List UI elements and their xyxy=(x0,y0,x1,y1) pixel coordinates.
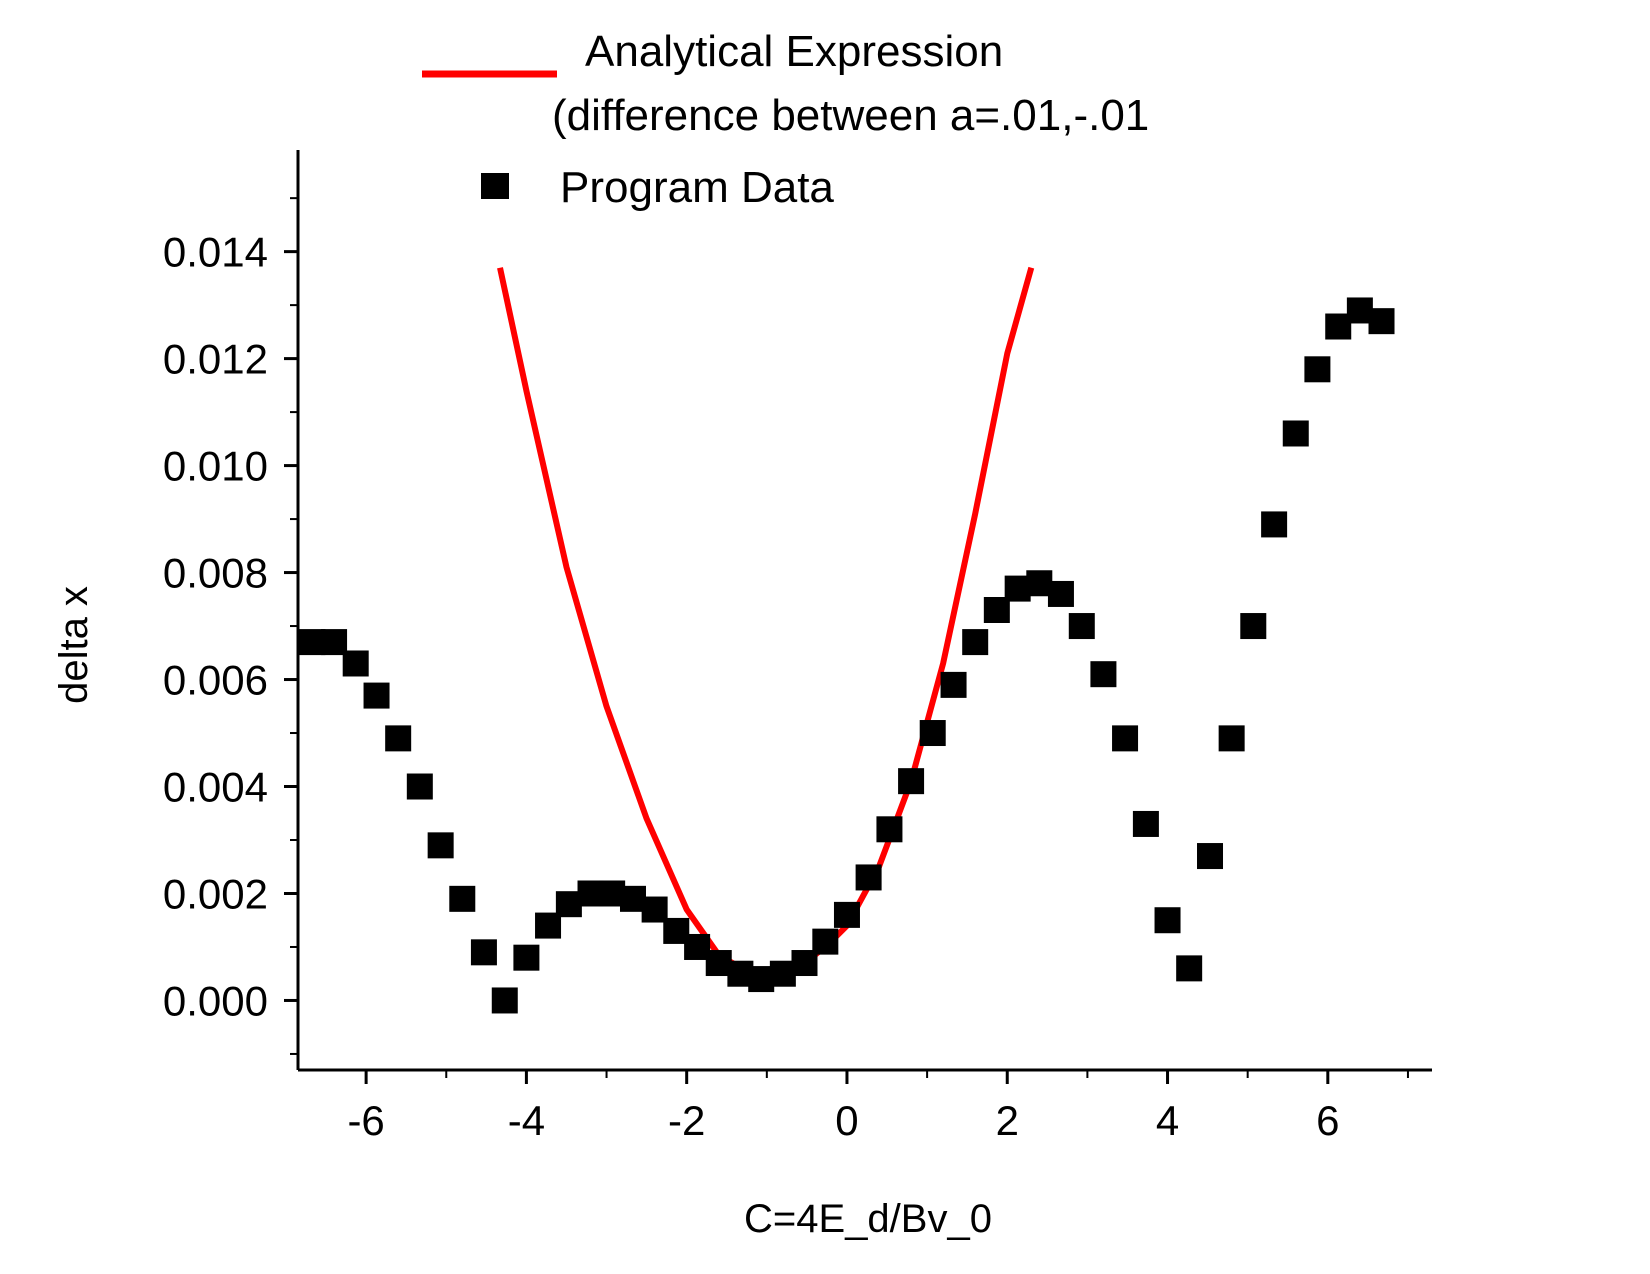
program-data-point xyxy=(1304,356,1331,383)
program-data-point xyxy=(1218,725,1245,752)
program-data-point xyxy=(876,816,903,843)
x-tick-label: -2 xyxy=(668,1097,705,1144)
program-data-point xyxy=(940,671,967,698)
x-tick-label: 2 xyxy=(996,1097,1019,1144)
y-tick-label: 0.010 xyxy=(163,443,268,490)
x-tick-label: 6 xyxy=(1316,1097,1339,1144)
x-tick-label: -4 xyxy=(508,1097,545,1144)
program-data-point xyxy=(1154,907,1181,934)
analytical-expression-line xyxy=(497,266,1035,980)
program-data-point xyxy=(1176,955,1203,982)
legend-marker-swatch xyxy=(481,173,509,199)
axes: -6 -4 -2 0 2 4 6 0.000 0.002 0.004 0.006 0.008 0.010… xyxy=(163,150,1432,1144)
program-data-point xyxy=(1261,511,1288,538)
x-tick-label: -6 xyxy=(347,1097,384,1144)
program-data-point xyxy=(1090,661,1117,688)
y-tick-label: 0.002 xyxy=(163,870,268,917)
legend-label-analytical-line2: (difference between a=.01,-.01 xyxy=(552,91,1149,140)
y-tick-label: 0.012 xyxy=(163,336,268,383)
program-data-point xyxy=(833,901,860,928)
x-tick-label: 0 xyxy=(835,1097,858,1144)
plot-area xyxy=(299,266,1395,1014)
program-data-point xyxy=(363,682,390,709)
x-tick-label: 4 xyxy=(1156,1097,1179,1144)
program-data-point xyxy=(962,629,989,656)
program-data-point xyxy=(1197,843,1224,870)
program-data-point xyxy=(855,864,882,891)
y-tick-label: 0.006 xyxy=(163,657,268,704)
program-data-point xyxy=(513,944,540,971)
program-data-point xyxy=(1112,725,1139,752)
x-axis-title: C=4E_d/Bv_0 xyxy=(744,1197,992,1241)
program-data-point xyxy=(812,928,839,955)
y-tick-label: 0.008 xyxy=(163,550,268,597)
program-data-point xyxy=(1368,308,1395,335)
program-data-point xyxy=(919,720,946,747)
program-data-point xyxy=(1047,580,1074,607)
program-data-point xyxy=(406,773,433,800)
y-tick-label: 0.014 xyxy=(163,229,268,276)
program-data-point xyxy=(1240,613,1267,640)
legend: Analytical Expression (difference betwee… xyxy=(422,27,1149,212)
program-data-point xyxy=(898,768,925,795)
program-data-point xyxy=(470,939,497,966)
program-data-point xyxy=(449,885,476,912)
program-data-point xyxy=(1132,810,1159,837)
y-tick-label: 0.004 xyxy=(163,764,268,811)
y-axis-title: delta x xyxy=(52,586,96,704)
program-data-point xyxy=(342,650,369,677)
program-data-point xyxy=(427,832,454,859)
legend-label-program-data: Program Data xyxy=(560,163,834,212)
legend-label-analytical: Analytical Expression xyxy=(585,27,1003,76)
program-data-point xyxy=(1282,420,1309,447)
y-tick-label: 0.000 xyxy=(163,977,268,1024)
program-data-point xyxy=(491,987,518,1014)
program-data-point xyxy=(1068,613,1095,640)
program-data-point xyxy=(385,725,412,752)
